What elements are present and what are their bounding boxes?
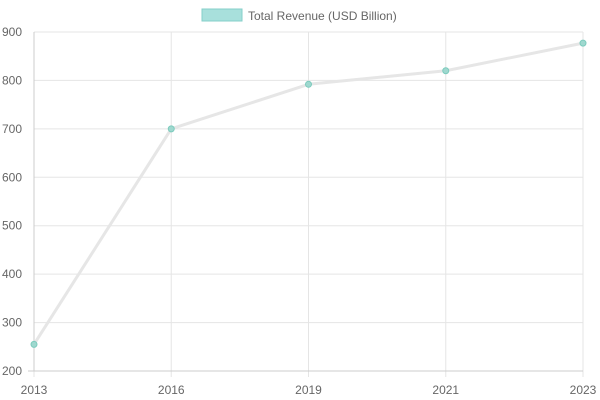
grid-layer	[33, 31, 584, 377]
data-point[interactable]	[579, 39, 587, 47]
y-tick-label: 600	[2, 170, 22, 184]
y-tick-label: 800	[2, 73, 22, 87]
y-tick-label: 900	[2, 25, 22, 39]
data-point[interactable]	[442, 67, 450, 75]
x-tick-label: 2021	[432, 383, 459, 397]
legend-label[interactable]: Total Revenue (USD Billion)	[248, 9, 397, 23]
data-point[interactable]	[305, 80, 312, 88]
data-point[interactable]	[167, 125, 175, 133]
y-tick-label: 400	[2, 267, 22, 281]
axis-layer: 200 300 400 500 600 700 800 900 2013 2016 2019 2021…	[2, 25, 597, 397]
series-layer	[30, 39, 587, 348]
data-point[interactable]	[30, 340, 38, 348]
x-tick-label: 2016	[158, 383, 185, 397]
y-tick-label: 700	[2, 122, 22, 136]
legend[interactable]: Total Revenue (USD Billion)	[201, 8, 397, 23]
y-tick-label: 200	[2, 364, 22, 378]
legend-swatch[interactable]	[201, 8, 243, 22]
x-tick-label: 2019	[295, 383, 322, 397]
y-tick-label: 500	[2, 219, 22, 233]
y-tick-label: 300	[2, 316, 22, 330]
x-tick-label: 2023	[570, 383, 597, 397]
x-tick-label: 2013	[21, 383, 48, 397]
